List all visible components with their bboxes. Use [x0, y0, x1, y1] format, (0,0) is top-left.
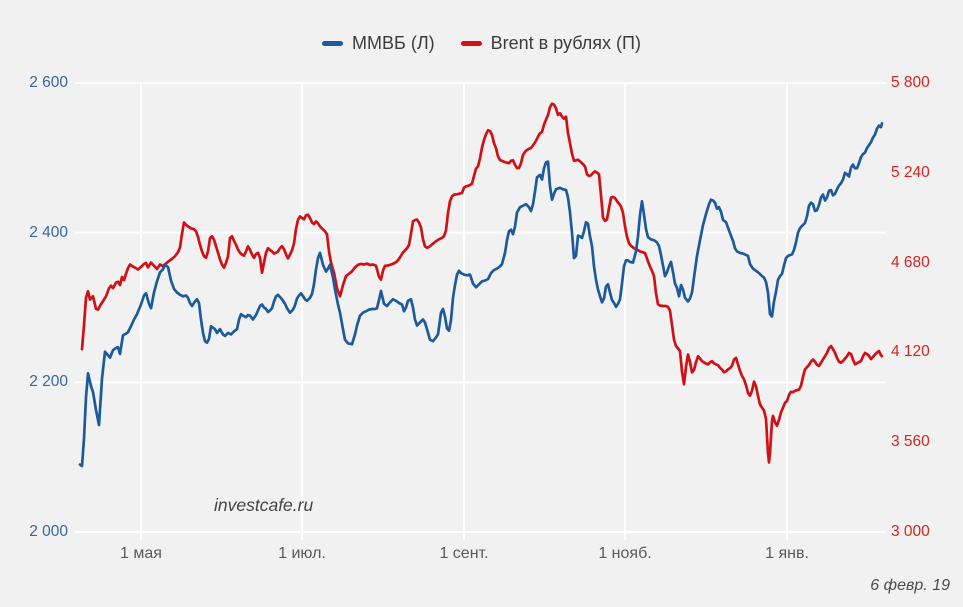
x-axis-tick-label: 1 нояб. — [598, 545, 652, 562]
series-line-brent — [80, 102, 884, 464]
series-line-mmvb — [78, 122, 884, 468]
y-right-tick-label: 5 240 — [891, 163, 930, 181]
y-left-tick-label: 2 000 — [29, 523, 68, 540]
legend: ММВБ (Л) Brent в рублях (П) — [0, 33, 963, 54]
y-right-tick-label: 3 000 — [891, 523, 930, 540]
legend-label-mmvb: ММВБ (Л) — [352, 33, 435, 53]
y-right-tick-label: 3 560 — [891, 433, 930, 451]
y-right-tick-label: 4 680 — [891, 253, 930, 271]
y-right-tick-label: 4 120 — [891, 343, 930, 361]
x-axis-tick-label: 1 июл. — [278, 545, 326, 562]
legend-item-brent: Brent в рублях (П) — [460, 33, 641, 54]
y-left-tick-label: 2 600 — [29, 74, 68, 91]
x-axis-tick-label: 1 мая — [120, 545, 162, 562]
legend-label-brent: Brent в рублях (П) — [490, 33, 641, 53]
x-axis-tick-label: 1 сент. — [439, 545, 489, 562]
y-left-tick-label: 2 200 — [29, 373, 68, 391]
legend-swatch-mmvb-icon — [322, 41, 344, 46]
legend-swatch-brent-icon — [460, 41, 482, 46]
watermark: investcafe.ru — [214, 495, 314, 515]
x-axis-tick-label: 1 янв. — [765, 545, 809, 562]
y-right-tick-label: 5 800 — [891, 74, 930, 91]
legend-item-mmvb: ММВБ (Л) — [322, 33, 435, 54]
footnote-date: 6 февр. 19 — [870, 577, 950, 594]
y-left-tick-label: 2 400 — [29, 223, 68, 241]
